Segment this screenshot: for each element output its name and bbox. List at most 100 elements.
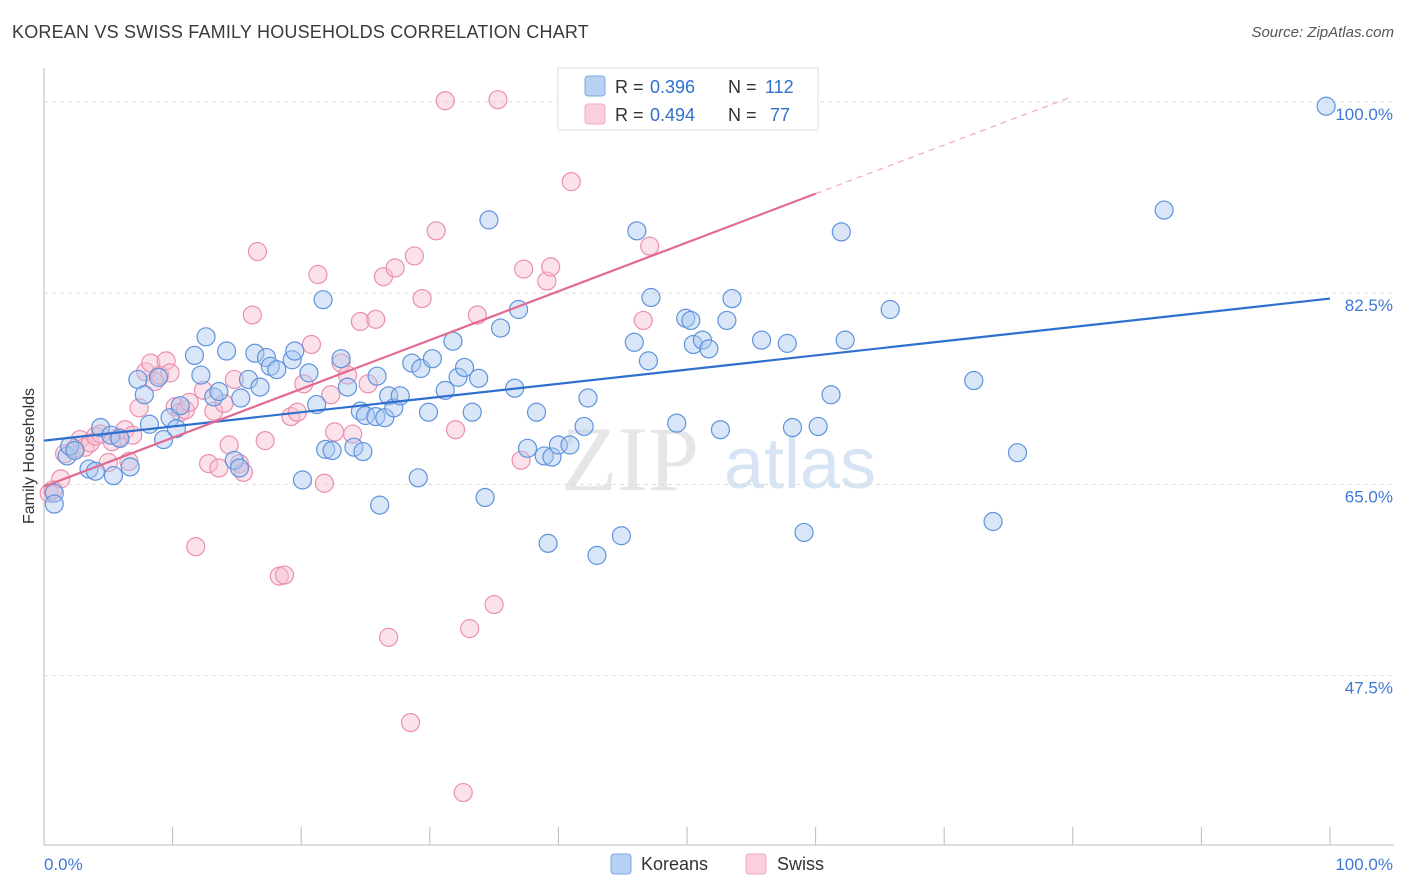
swiss-point [366,309,386,329]
korean-point [292,470,313,490]
swiss-point [199,453,219,474]
swiss-point [209,458,229,478]
korean-point [469,368,489,388]
legend-koreans-swatch [610,853,632,875]
korean-point [316,439,336,459]
korean-point [578,388,598,408]
korean-point [638,351,659,371]
korean-point [710,420,731,440]
y-tick-labels: 47.5% 65.0% 82.5% 100.0% [1335,105,1393,698]
korean-point [835,330,855,350]
korean-n-label: N = [728,77,757,97]
swiss-point [156,351,176,371]
korean-point [479,210,499,230]
korean-point [408,468,428,488]
korean-point [490,318,511,338]
korean-point [379,386,399,406]
korean-points [44,96,1336,565]
korean-point [322,440,342,461]
swiss-point [541,257,561,277]
watermark-atlas: atlas [724,424,876,504]
y-tick-label: 47.5% [1345,679,1393,698]
korean-point [337,377,358,397]
korean-point [370,495,390,515]
korean-point [229,458,250,478]
korean-point [285,341,305,361]
korean-point [90,417,111,438]
swiss-point [385,258,405,278]
korean-point [65,440,85,461]
korean-r-label: R = [615,77,644,97]
korean-point [103,466,124,486]
legend-swiss-swatch [745,853,767,875]
swiss-point [350,311,370,332]
korean-point [245,343,265,363]
swiss-point [204,401,224,421]
legend-koreans-label: Koreans [641,854,708,874]
swiss-point [404,246,424,266]
swiss-point [561,172,581,192]
korean-point [454,357,475,378]
y-tick-label: 65.0% [1345,487,1393,506]
swiss-point [242,305,262,325]
y-tick-label: 100.0% [1335,105,1393,124]
watermark: ZIP atlas [561,408,876,510]
korean-point [683,334,704,355]
korean-point [517,438,538,458]
swiss-point [537,271,557,291]
swiss-point [160,363,180,383]
swiss-point [460,619,480,639]
korean-point [548,435,569,455]
korean-point [443,331,463,351]
swiss-point [247,241,268,262]
trend-lines [43,95,1331,488]
korean-point [699,339,719,359]
x-tick-label: 0.0% [44,855,83,874]
korean-point [353,441,373,462]
swiss-point [514,259,534,279]
swiss-point [274,565,295,585]
korean-point [641,287,661,308]
swiss-point [426,221,446,241]
swiss-point [435,91,455,111]
korean-point [794,522,814,543]
korean-point [751,330,772,350]
swiss-point [51,469,71,489]
swiss-point [400,712,421,733]
korean-point [964,370,984,391]
swiss-swatch [584,103,606,125]
korean-point [681,310,701,331]
korean-point [534,446,554,466]
korean-trend-line [43,297,1331,442]
source-label: Source: ZipAtlas.com [1251,24,1394,41]
korean-point [831,222,851,242]
korean-point [166,419,187,439]
swiss-point [314,473,334,493]
korean-point [299,363,319,383]
korean-point [231,388,251,408]
korean-point [238,369,259,390]
swiss-point [255,431,275,451]
korean-point [475,487,495,508]
korean-point [313,290,333,310]
swiss-point [224,369,244,390]
korean-point [667,413,687,433]
korean-point [250,377,270,397]
korean-point [209,381,229,402]
korean-point [587,545,607,565]
korean-point [110,428,130,449]
korean-point [1007,443,1028,463]
swiss-point [640,236,660,256]
swiss-n-value: 77 [770,105,790,125]
korean-point [217,341,237,361]
korean-point [44,494,64,514]
korean-point [983,511,1003,532]
korean-point [808,416,828,437]
watermark-zip: ZIP [561,408,699,510]
korean-point [542,447,562,467]
swiss-point [308,264,328,285]
korean-point [560,435,580,455]
swiss-point [219,435,239,455]
korean-point [134,385,154,405]
